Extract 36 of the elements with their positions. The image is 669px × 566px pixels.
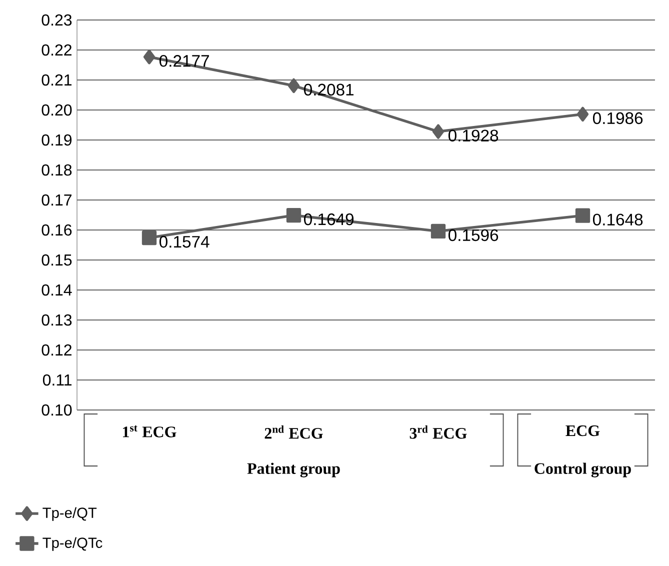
y-tick-label: 0.23 (42, 14, 72, 26)
y-tick-label: 0.21 (42, 74, 72, 86)
x-tick-label: 2$^{nd}$ ECG (264, 425, 323, 439)
point (142, 230, 157, 246)
point (576, 106, 589, 122)
x-tick-label: ECG (566, 425, 600, 436)
y-tick-label: 0.20 (42, 104, 72, 116)
y-tick-label: 0.22 (42, 44, 72, 56)
text: Patient group (247, 462, 340, 478)
y-tick-label: 0.13 (42, 314, 72, 326)
text: Control group (534, 462, 631, 478)
point (575, 208, 590, 223)
x-tick-label: 3$^{rd}$ ECG (410, 425, 467, 439)
y-tick-label: 0.15 (42, 254, 72, 266)
data-label: 0.1648 (592, 214, 643, 226)
y-tick-label: 0.14 (42, 284, 72, 296)
data-label: 0.2081 (304, 84, 354, 96)
y-tick-label: 0.12 (42, 344, 72, 356)
data-label: 0.1986 (592, 112, 643, 124)
legend-label: Tp-e/QT (42, 507, 97, 521)
point (288, 78, 300, 94)
data-label: 0.1596 (448, 229, 498, 242)
x-tick-label: 1$^{st}$ ECG (123, 425, 176, 438)
y-tick-label: 0.10 (42, 404, 72, 416)
point (286, 208, 302, 223)
data-label: 0.1928 (448, 130, 498, 142)
y-tick-label: 0.19 (42, 134, 72, 146)
y-tick-label: 0.17 (42, 194, 72, 206)
data-label: 0.1574 (160, 236, 210, 248)
y-tick-label: 0.16 (42, 224, 72, 236)
point (430, 224, 446, 239)
y-tick-label: 0.18 (42, 164, 72, 176)
legend-label: Tp-e/QTc (42, 537, 102, 551)
point (143, 50, 156, 64)
point (432, 124, 444, 139)
y-tick-label: 0.11 (42, 374, 72, 386)
